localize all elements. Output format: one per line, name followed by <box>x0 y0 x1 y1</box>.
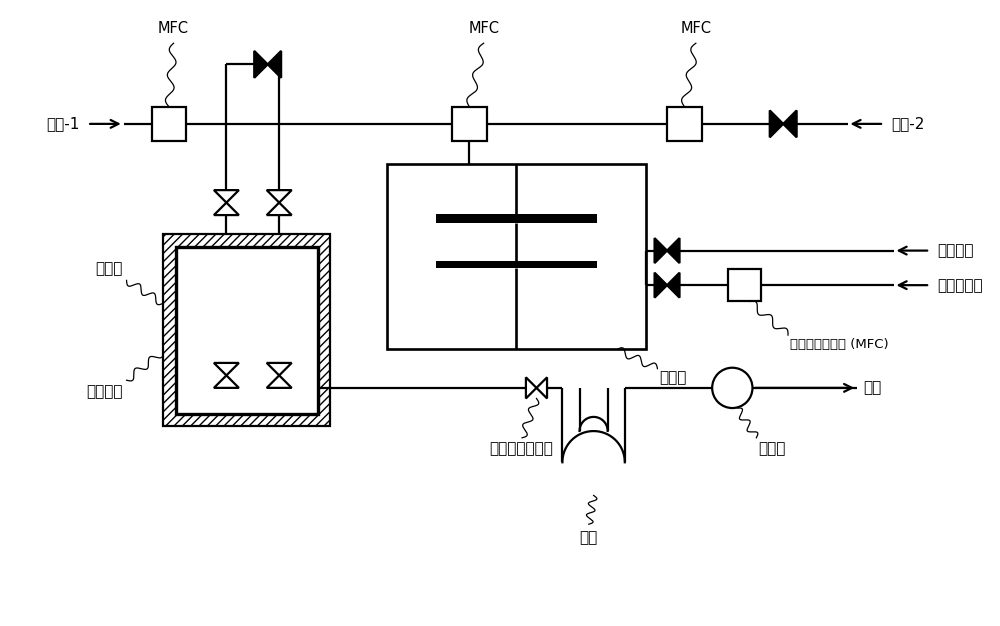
Polygon shape <box>254 51 268 78</box>
Polygon shape <box>214 203 239 215</box>
Polygon shape <box>667 238 680 263</box>
Polygon shape <box>783 110 797 137</box>
Text: 反应性气体: 反应性气体 <box>937 278 982 293</box>
Bar <box>152 106 186 141</box>
Bar <box>728 269 761 302</box>
Polygon shape <box>214 363 239 376</box>
Polygon shape <box>267 376 292 388</box>
Text: 冷阱: 冷阱 <box>580 530 598 545</box>
Polygon shape <box>655 238 667 263</box>
Bar <box>176 247 318 414</box>
Polygon shape <box>268 51 281 78</box>
Text: 质量流量控制器 (MFC): 质量流量控制器 (MFC) <box>790 338 889 351</box>
Text: 载气-2: 载气-2 <box>892 116 925 131</box>
Text: MFC: MFC <box>680 21 711 36</box>
Text: MFC: MFC <box>158 21 189 36</box>
Bar <box>667 106 702 141</box>
Bar <box>436 261 597 268</box>
Bar <box>163 234 330 426</box>
Bar <box>436 214 597 223</box>
Text: 加热器: 加热器 <box>95 262 123 277</box>
Polygon shape <box>214 190 239 203</box>
Text: 真空泵: 真空泵 <box>758 441 786 456</box>
Polygon shape <box>267 363 292 376</box>
Bar <box>387 164 646 349</box>
Polygon shape <box>267 190 292 203</box>
Polygon shape <box>667 273 680 297</box>
Text: 排气: 排气 <box>863 381 881 396</box>
Text: MFC: MFC <box>468 21 499 36</box>
Text: 自动压力控制器: 自动压力控制器 <box>489 441 553 456</box>
Polygon shape <box>526 377 536 398</box>
Polygon shape <box>770 110 783 137</box>
Text: 载气-1: 载气-1 <box>46 116 80 131</box>
Text: 原料容器: 原料容器 <box>86 384 123 399</box>
Polygon shape <box>536 377 547 398</box>
Text: 成膜室: 成膜室 <box>659 371 687 386</box>
Bar <box>452 106 487 141</box>
Polygon shape <box>214 376 239 388</box>
Text: 吹扫气体: 吹扫气体 <box>937 243 973 258</box>
Polygon shape <box>655 273 667 297</box>
Polygon shape <box>267 203 292 215</box>
